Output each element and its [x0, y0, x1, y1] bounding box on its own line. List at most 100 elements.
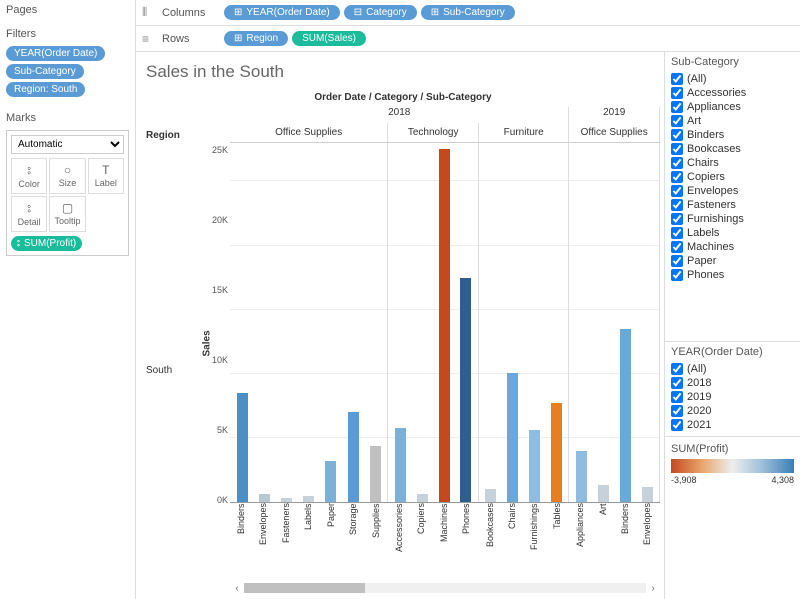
year-item[interactable]: 2020 [671, 404, 794, 418]
bar[interactable] [507, 373, 518, 502]
scroll-left-icon[interactable]: ‹ [230, 583, 244, 594]
year-item[interactable]: 2018 [671, 376, 794, 390]
checkbox[interactable] [671, 87, 683, 99]
year-filter-title: YEAR(Order Date) [671, 346, 794, 358]
shelf-pill[interactable]: ⊞Region [224, 31, 288, 46]
marks-detail[interactable]: ⦂Detail [11, 196, 47, 232]
h-scrollbar[interactable]: ‹ › [230, 581, 660, 595]
subcategory-item[interactable]: (All) [671, 72, 794, 86]
checkbox[interactable] [671, 405, 683, 417]
bar[interactable] [551, 403, 562, 502]
x-label: Machines [439, 503, 450, 579]
subcategory-item[interactable]: Art [671, 114, 794, 128]
checkbox[interactable] [671, 157, 683, 169]
checkbox[interactable] [671, 363, 683, 375]
x-label: Labels [303, 503, 314, 579]
checkbox[interactable] [671, 241, 683, 253]
subcategory-item[interactable]: Furnishings [671, 212, 794, 226]
checkbox[interactable] [671, 171, 683, 183]
checkbox[interactable] [671, 377, 683, 389]
bar[interactable] [303, 496, 314, 502]
marks-label[interactable]: TLabel [88, 158, 124, 194]
checkbox[interactable] [671, 143, 683, 155]
marks-title: Marks [6, 112, 129, 124]
marks-color[interactable]: ⦂Color [11, 158, 47, 194]
checkbox[interactable] [671, 227, 683, 239]
category-header: Office Supplies [569, 123, 660, 142]
subcategory-item[interactable]: Appliances [671, 100, 794, 114]
scroll-right-icon[interactable]: › [646, 583, 660, 594]
scroll-thumb[interactable] [244, 583, 365, 593]
subcategory-item[interactable]: Fasteners [671, 198, 794, 212]
right-panel: Sub-Category (All)AccessoriesAppliancesA… [664, 52, 800, 599]
bar[interactable] [325, 461, 336, 502]
bar[interactable] [395, 428, 406, 502]
checkbox[interactable] [671, 101, 683, 113]
bar[interactable] [642, 487, 653, 502]
year-item[interactable]: (All) [671, 362, 794, 376]
bar[interactable] [620, 329, 631, 502]
subcategory-filter: Sub-Category (All)AccessoriesAppliancesA… [665, 52, 800, 342]
checkbox[interactable] [671, 129, 683, 141]
x-label: Paper [326, 503, 337, 579]
x-label: Tables [552, 503, 563, 579]
year-item[interactable]: 2021 [671, 418, 794, 432]
bar[interactable] [417, 494, 428, 502]
x-label: Binders [620, 503, 631, 579]
bar[interactable] [485, 489, 496, 502]
subcategory-item[interactable]: Envelopes [671, 184, 794, 198]
checkbox[interactable] [671, 419, 683, 431]
filter-pill[interactable]: Region: South [6, 82, 85, 97]
x-label: Phones [461, 503, 472, 579]
subcategory-item[interactable]: Binders [671, 128, 794, 142]
bar[interactable] [281, 498, 292, 502]
filter-pill[interactable]: YEAR(Order Date) [6, 46, 105, 61]
year-item[interactable]: 2019 [671, 390, 794, 404]
subcategory-item[interactable]: Accessories [671, 86, 794, 100]
checkbox[interactable] [671, 269, 683, 281]
shelf-pill[interactable]: SUM(Sales) [292, 31, 366, 46]
filters-title: Filters [6, 28, 129, 40]
checkbox[interactable] [671, 391, 683, 403]
bar[interactable] [460, 278, 471, 502]
checkbox[interactable] [671, 115, 683, 127]
profit-pill[interactable]: ⦂SUM(Profit) [11, 236, 82, 251]
bar[interactable] [237, 393, 248, 502]
bar[interactable] [576, 451, 587, 502]
checkbox[interactable] [671, 255, 683, 267]
profit-legend: SUM(Profit) -3,908 4,308 [665, 437, 800, 491]
checkbox[interactable] [671, 199, 683, 211]
subcategory-item[interactable]: Machines [671, 240, 794, 254]
marks-tooltip[interactable]: ▢Tooltip [49, 196, 85, 232]
checkbox[interactable] [671, 73, 683, 85]
marks-type-select[interactable]: Automatic [11, 135, 124, 154]
category-header: Office Supplies [230, 123, 388, 142]
subcategory-item[interactable]: Chairs [671, 156, 794, 170]
columns-shelf: ⦀ Columns ⊞YEAR(Order Date)⊟Category⊞Sub… [136, 0, 800, 26]
shelf-pill[interactable]: ⊟Category [344, 5, 417, 20]
bar[interactable] [348, 412, 359, 502]
subcategory-item[interactable]: Phones [671, 268, 794, 282]
y-tick: 20K [212, 215, 228, 225]
filter-pill[interactable]: Sub-Category [6, 64, 84, 79]
y-tick: 10K [212, 355, 228, 365]
bar[interactable] [259, 494, 270, 502]
bar[interactable] [439, 149, 450, 502]
subcategory-item[interactable]: Bookcases [671, 142, 794, 156]
y-tick: 25K [212, 145, 228, 155]
shelf-pill[interactable]: ⊞Sub-Category [421, 5, 515, 20]
bar[interactable] [529, 430, 540, 502]
detail-icon: ⦂ [14, 201, 44, 216]
x-label: Envelopes [258, 503, 269, 579]
checkbox[interactable] [671, 185, 683, 197]
marks-size[interactable]: ○Size [49, 158, 85, 194]
subcategory-item[interactable]: Paper [671, 254, 794, 268]
bar[interactable] [370, 446, 381, 502]
y-tick: 5K [212, 425, 228, 435]
shelf-pill[interactable]: ⊞YEAR(Order Date) [224, 5, 340, 20]
checkbox[interactable] [671, 213, 683, 225]
bar[interactable] [598, 485, 609, 502]
color-dots-icon: ⦂ [17, 238, 20, 249]
subcategory-item[interactable]: Copiers [671, 170, 794, 184]
subcategory-item[interactable]: Labels [671, 226, 794, 240]
